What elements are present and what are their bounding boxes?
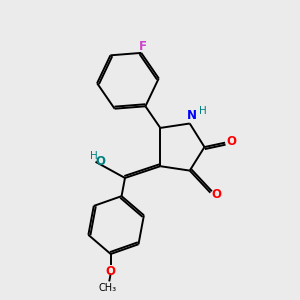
Text: O: O xyxy=(96,155,106,168)
Text: N: N xyxy=(187,109,197,122)
Text: H: H xyxy=(90,152,98,161)
Text: O: O xyxy=(212,188,222,201)
Text: H: H xyxy=(199,106,206,116)
Text: CH₃: CH₃ xyxy=(99,283,117,293)
Text: O: O xyxy=(106,265,116,278)
Text: O: O xyxy=(226,135,237,148)
Text: F: F xyxy=(139,40,147,53)
